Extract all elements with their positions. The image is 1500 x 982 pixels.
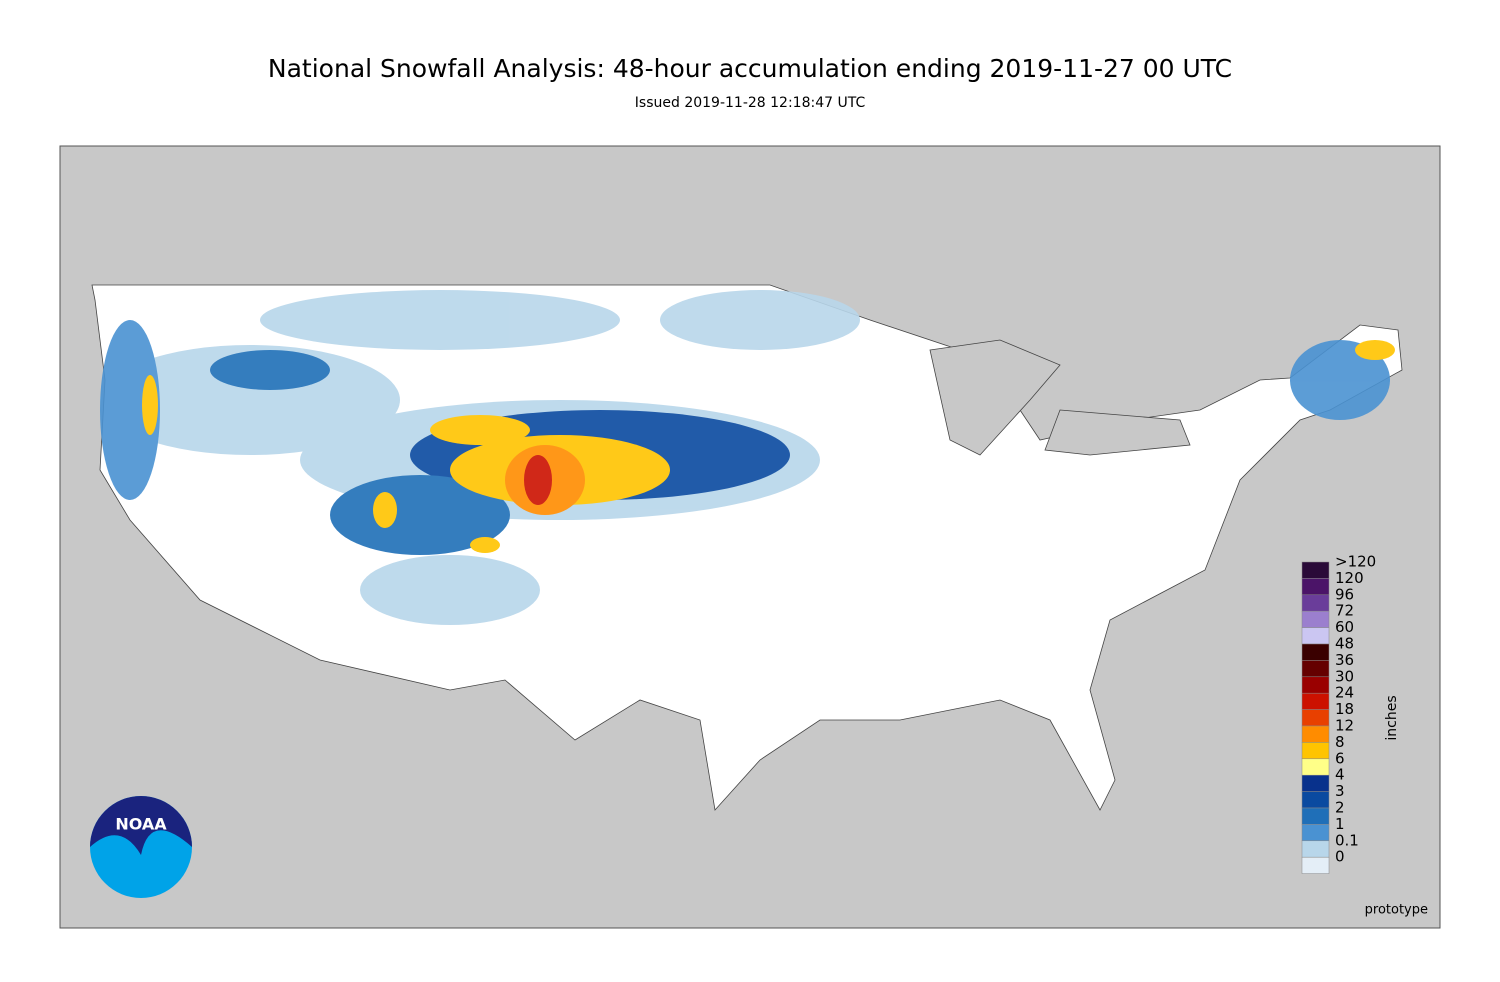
legend-label: >120	[1335, 553, 1376, 571]
legend-label: 48	[1335, 635, 1354, 653]
legend-swatch	[1301, 643, 1330, 661]
logo-text: NOAA	[115, 815, 167, 834]
legend-swatch	[1301, 807, 1330, 825]
legend-swatch	[1301, 742, 1330, 760]
note: prototype	[1365, 903, 1428, 918]
legend-swatch	[1301, 725, 1330, 743]
legend-label: 12	[1335, 717, 1354, 735]
legend-swatch	[1301, 856, 1330, 874]
legend-title: inches	[1384, 695, 1400, 740]
legend-label: 96	[1335, 585, 1354, 603]
legend-label: 3	[1335, 782, 1345, 800]
subtitle: Issued 2019-11-28 12:18:47 UTC	[635, 95, 866, 111]
legend-label: 4	[1335, 766, 1345, 784]
legend-swatch	[1301, 791, 1330, 809]
legend-label: 1	[1335, 815, 1345, 833]
legend-swatch	[1301, 774, 1330, 792]
legend-swatch	[1301, 824, 1330, 842]
legend-swatch	[1301, 594, 1330, 612]
legend-label: 0.1	[1335, 831, 1359, 849]
legend-swatch	[1301, 709, 1330, 727]
great-lakes	[929, 339, 1191, 456]
legend-label: 30	[1335, 667, 1354, 685]
legend-label: 18	[1335, 700, 1354, 718]
legend-label: 2	[1335, 799, 1345, 817]
legend-swatch	[1301, 627, 1330, 645]
noaa-logo: NOAA	[90, 796, 192, 898]
legend-swatch	[1301, 676, 1330, 694]
legend-label: 6	[1335, 749, 1345, 767]
legend-swatch	[1301, 840, 1330, 858]
legend-swatch	[1301, 758, 1330, 776]
legend-label: 24	[1335, 684, 1354, 702]
legend-label: 36	[1335, 651, 1354, 669]
legend-label: 72	[1335, 602, 1354, 620]
legend-label: 8	[1335, 733, 1345, 751]
legend-swatch	[1301, 561, 1330, 579]
map	[59, 145, 1441, 929]
title: National Snowfall Analysis: 48-hour accu…	[268, 54, 1232, 83]
legend-label: 120	[1335, 569, 1364, 587]
legend-label: 0	[1335, 848, 1345, 866]
snow-areas	[100, 290, 1395, 625]
legend-swatch	[1301, 610, 1330, 628]
legend-swatch	[1301, 660, 1330, 678]
legend-label: 60	[1335, 618, 1354, 636]
legend-swatch	[1301, 578, 1330, 596]
legend-swatch	[1301, 692, 1330, 710]
